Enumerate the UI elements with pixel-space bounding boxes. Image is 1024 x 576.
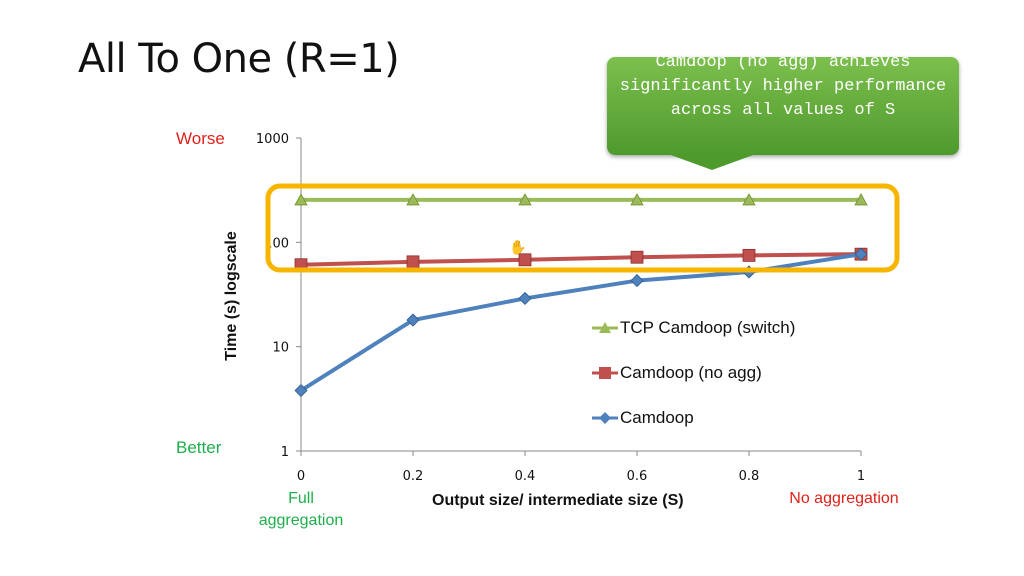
callout-text: Camdoop (no agg) achieves significantly … <box>619 57 947 120</box>
data-point-square <box>630 250 644 264</box>
x-tick-label: 1 <box>857 469 865 484</box>
data-point-diamond <box>518 291 532 305</box>
data-point-diamond <box>406 313 420 327</box>
worse-label: Worse <box>176 129 225 148</box>
data-point-square <box>742 248 756 262</box>
legend-label: Camdoop (no agg) <box>620 363 762 382</box>
x-axis-title: Output size/ intermediate size (S) <box>432 492 684 509</box>
legend-triangle-icon <box>592 322 618 333</box>
hand-cursor-icon: ✋ <box>509 239 527 255</box>
legend-square-icon <box>592 367 618 379</box>
y-tick-label: 1000 <box>256 132 289 147</box>
y-tick-label: 1 <box>281 445 289 460</box>
better-label: Better <box>176 438 222 457</box>
x-tick-label: 0.8 <box>739 469 760 484</box>
legend-diamond-icon <box>592 412 618 424</box>
legend-label: TCP Camdoop (switch) <box>620 318 796 337</box>
x-tick-label: 0.4 <box>515 469 536 484</box>
legend-item: Camdoop <box>592 408 694 428</box>
no-aggregation-note: No aggregation <box>789 490 899 507</box>
y-tick-label: 10 <box>272 341 289 356</box>
x-tick-label: 0.6 <box>627 469 648 484</box>
y-axis-title: Time (s) logscale <box>223 231 240 361</box>
data-point-triangle <box>406 193 420 206</box>
slide-title: All To One (R=1) <box>78 36 400 82</box>
legend-item: Camdoop (no agg) <box>592 363 762 383</box>
data-point-triangle <box>518 193 532 206</box>
series-line-square <box>300 252 862 267</box>
data-point-triangle <box>630 193 644 206</box>
data-point-diamond <box>854 247 868 261</box>
x-tick-label: 0.2 <box>403 469 424 484</box>
legend-item: TCP Camdoop (switch) <box>592 318 795 338</box>
data-point-square <box>518 253 532 267</box>
data-point-diamond <box>630 274 644 288</box>
callout-tail <box>668 154 756 170</box>
data-point-square <box>406 255 420 269</box>
x-tick-label: 0 <box>297 469 305 484</box>
data-point-triangle <box>854 193 868 206</box>
callout-box: Camdoop (no agg) achieves significantly … <box>607 57 959 155</box>
data-point-triangle <box>742 193 756 206</box>
full-aggregation-note: Full aggregation <box>258 490 344 529</box>
legend-label: Camdoop <box>620 408 694 427</box>
highlight-box <box>265 183 900 273</box>
data-point-triangle <box>294 193 308 206</box>
data-point-diamond <box>294 383 308 398</box>
